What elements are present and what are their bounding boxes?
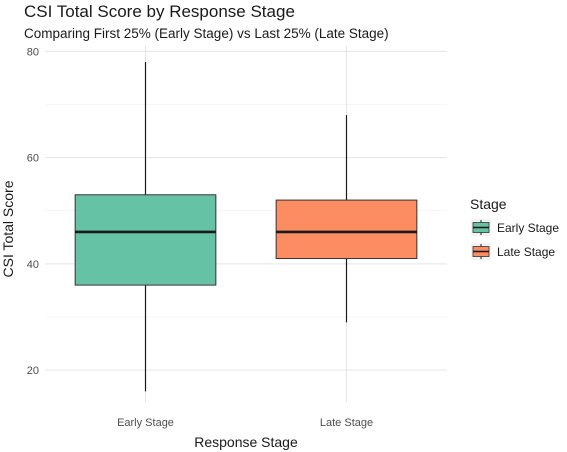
legend-key-early-stage [471, 219, 491, 236]
legend-label: Early Stage [497, 221, 559, 235]
box-late-stage [275, 115, 418, 323]
y-tick-label: 80 [27, 46, 39, 58]
chart-title: CSI Total Score by Response Stage [24, 2, 295, 21]
y-tick-label: 20 [27, 365, 39, 377]
legend-key-late-stage [471, 243, 491, 260]
iqr-box [275, 199, 418, 260]
legend-label: Late Stage [497, 245, 555, 259]
x-tick-label: Early Stage [117, 417, 174, 429]
plot-area: 20 40 60 80 Early Stage Late Stage [27, 46, 447, 429]
iqr-box [74, 194, 217, 286]
legend: Stage Early Stage Late Stage [470, 196, 559, 260]
legend-title: Stage [470, 196, 507, 212]
y-tick-label: 60 [27, 153, 39, 165]
chart-subtitle: Comparing First 25% (Early Stage) vs Las… [24, 26, 389, 41]
x-tick-label: Late Stage [320, 417, 373, 429]
y-tick-label: 40 [27, 259, 39, 271]
x-axis-title: Response Stage [194, 434, 298, 450]
box-early-stage [74, 61, 217, 392]
y-axis-title: CSI Total Score [0, 180, 16, 277]
